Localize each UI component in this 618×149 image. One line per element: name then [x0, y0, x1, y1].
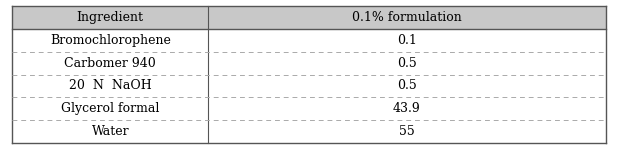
Text: 0.5: 0.5: [397, 57, 417, 70]
Text: 0.1: 0.1: [397, 34, 417, 47]
Text: 55: 55: [399, 125, 415, 138]
Text: 43.9: 43.9: [393, 102, 421, 115]
Bar: [12, 6, 208, 29]
Text: Bromochlorophene: Bromochlorophene: [50, 34, 171, 47]
Bar: [208, 120, 606, 143]
Bar: [12, 120, 208, 143]
Bar: [12, 74, 208, 97]
Text: Water: Water: [91, 125, 129, 138]
Bar: [208, 74, 606, 97]
Bar: [208, 6, 606, 29]
Bar: [12, 29, 208, 52]
Text: Glycerol formal: Glycerol formal: [61, 102, 159, 115]
Bar: [208, 97, 606, 120]
Text: 0.1% formulation: 0.1% formulation: [352, 11, 462, 24]
Text: Carbomer 940: Carbomer 940: [64, 57, 156, 70]
Text: Ingredient: Ingredient: [77, 11, 144, 24]
Bar: [12, 52, 208, 74]
Bar: [12, 97, 208, 120]
Text: 20  N  NaOH: 20 N NaOH: [69, 79, 151, 92]
Text: 0.5: 0.5: [397, 79, 417, 92]
Bar: [208, 52, 606, 74]
Bar: [208, 29, 606, 52]
